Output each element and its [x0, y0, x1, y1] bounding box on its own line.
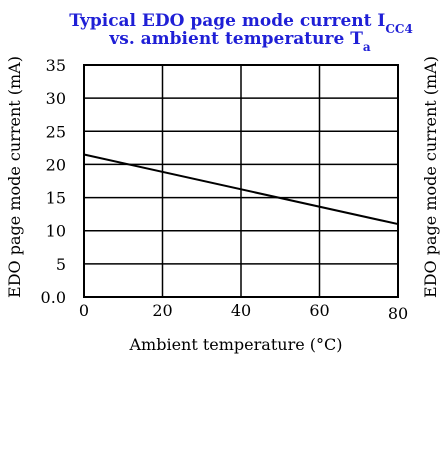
y-tick-label: 10: [46, 222, 66, 241]
chart-title-line1: Typical EDO page mode current ICC4: [69, 11, 413, 36]
y-tick-label: 5: [56, 255, 66, 274]
chart-title-line2: vs. ambient temperature Ta: [108, 29, 370, 54]
y-tick-label: 35: [46, 56, 66, 75]
chart-title-line1-sub: CC4: [385, 22, 412, 36]
plot-frame: [83, 64, 399, 298]
y-tick-label: 25: [46, 122, 66, 141]
chart-title-line1-main: Typical EDO page mode current I: [69, 11, 385, 31]
x-tick-label: 60: [309, 301, 329, 320]
series-layer: [83, 153, 399, 226]
y-tick-labels: 0.0 5 10 15 20 25 30 35: [41, 56, 66, 307]
y-tick-label: 30: [46, 89, 66, 108]
y-axis-label: EDO page mode current (mA): [5, 56, 24, 298]
x-tick-label: 0: [79, 301, 89, 320]
x-tick-label: 80: [388, 304, 408, 323]
y-tick-label: 15: [46, 189, 66, 208]
x-tick-label: 40: [231, 301, 251, 320]
y-tick-label: 20: [46, 155, 66, 174]
x-tick-label: 20: [152, 301, 172, 320]
clipped-panel-y-axis-label: EDO page mode current (mA): [421, 56, 440, 298]
chart-title-line2-sub: a: [363, 40, 371, 54]
y-tick-label: 0.0: [41, 288, 66, 307]
plot-border: [83, 64, 399, 298]
chart-title-line2-main: vs. ambient temperature T: [108, 29, 363, 49]
x-axis-label: Ambient temperature (°C): [128, 335, 342, 354]
grid-lines: [84, 65, 398, 297]
x-tick-labels: 0 20 40 60 80: [79, 301, 408, 323]
series-line: [83, 153, 399, 226]
